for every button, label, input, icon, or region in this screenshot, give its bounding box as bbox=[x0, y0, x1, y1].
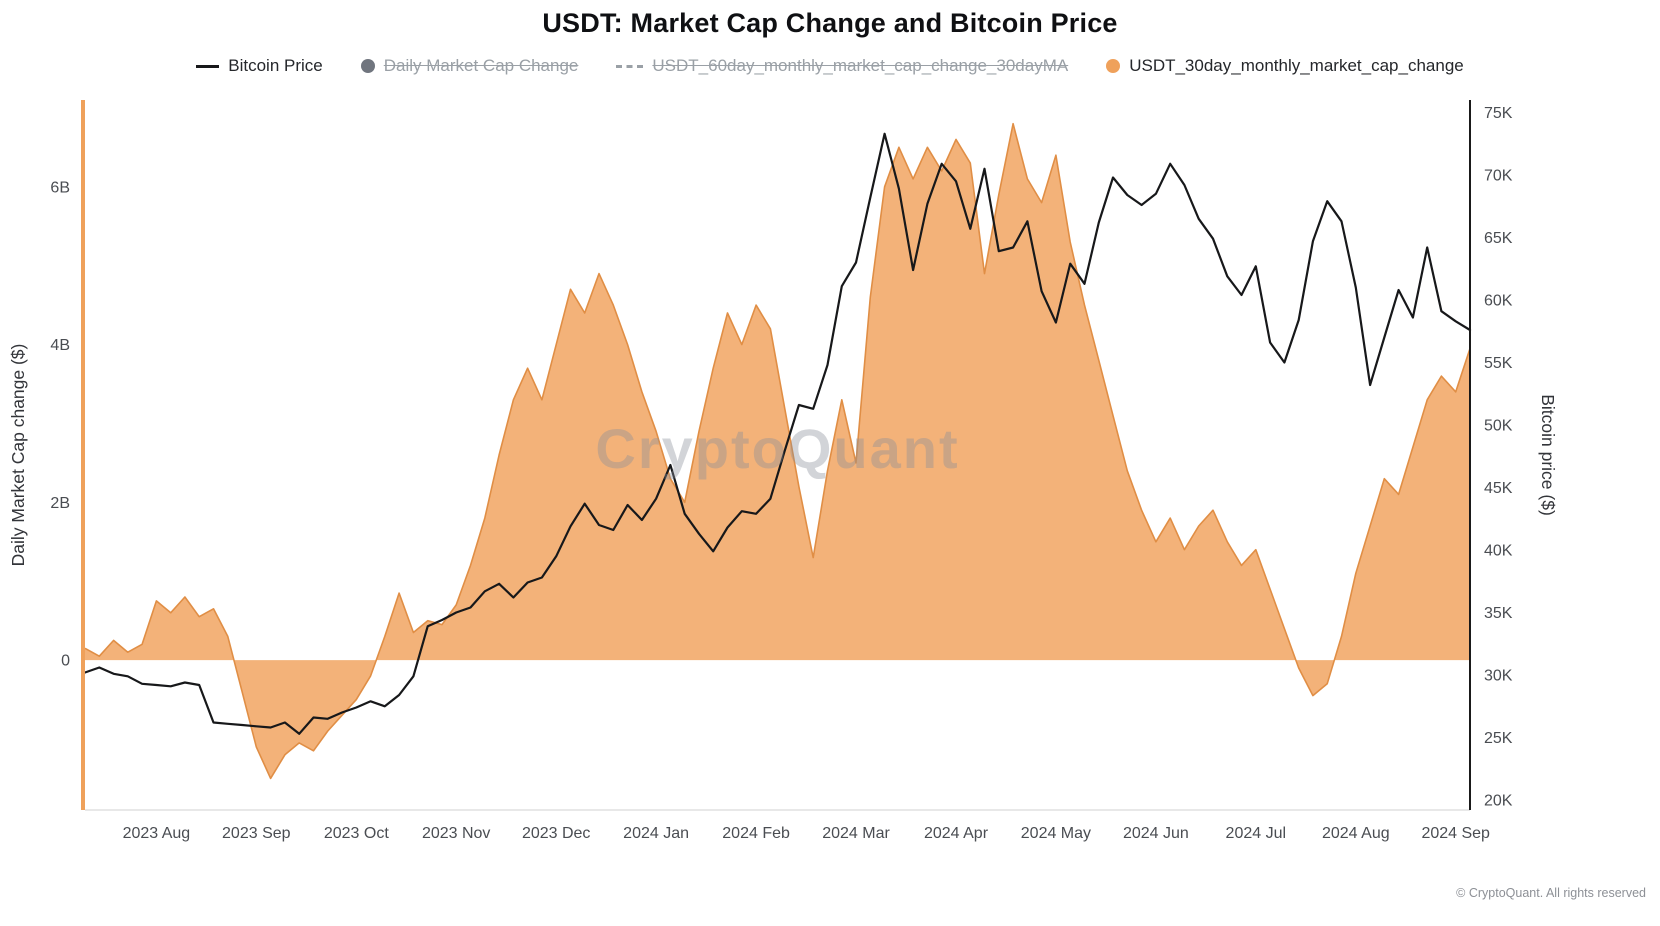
circle-marker-icon bbox=[1106, 59, 1121, 73]
svg-text:70K: 70K bbox=[1484, 168, 1513, 185]
svg-text:2024 Feb: 2024 Feb bbox=[722, 825, 790, 842]
legend-item-daily-market-cap-change[interactable]: Daily Market Cap Change bbox=[360, 56, 579, 76]
circle-marker-icon bbox=[360, 59, 375, 73]
svg-text:2023 Aug: 2023 Aug bbox=[123, 825, 191, 842]
x-axis-labels: 2023 Aug 2023 Sep 2023 Oct 2023 Nov 2023 Dec… bbox=[123, 825, 1490, 842]
svg-text:25K: 25K bbox=[1484, 730, 1513, 747]
legend-label-daily-market-cap-change: Daily Market Cap Change bbox=[383, 56, 579, 75]
svg-text:2024 Jul: 2024 Jul bbox=[1226, 825, 1287, 842]
svg-text:2024 Sep: 2024 Sep bbox=[1421, 825, 1490, 842]
dash-marker-icon bbox=[616, 64, 644, 68]
svg-text:2023 Sep: 2023 Sep bbox=[222, 825, 291, 842]
svg-text:2B: 2B bbox=[50, 495, 70, 512]
usdt-area-series bbox=[84, 122, 1471, 780]
svg-text:2024 Apr: 2024 Apr bbox=[924, 825, 989, 842]
svg-text:45K: 45K bbox=[1484, 480, 1513, 497]
svg-text:2023 Oct: 2023 Oct bbox=[324, 825, 389, 842]
legend-label-usdt-60day-ma: USDT_60day_monthly_market_cap_change_30d… bbox=[652, 56, 1069, 75]
svg-text:4B: 4B bbox=[50, 337, 70, 354]
copyright-notice: © CryptoQuant. All rights reserved bbox=[1456, 886, 1646, 900]
svg-text:60K: 60K bbox=[1484, 293, 1513, 310]
svg-text:20K: 20K bbox=[1484, 793, 1513, 810]
legend-label-bitcoin-price: Bitcoin Price bbox=[228, 56, 323, 75]
legend-item-bitcoin-price[interactable]: Bitcoin Price bbox=[196, 56, 323, 76]
chart-title: USDT: Market Cap Change and Bitcoin Pric… bbox=[542, 8, 1118, 38]
bitcoin-price-line bbox=[83, 132, 1472, 735]
svg-text:2023 Dec: 2023 Dec bbox=[522, 825, 591, 842]
svg-text:0: 0 bbox=[61, 653, 70, 670]
svg-text:55K: 55K bbox=[1484, 355, 1513, 372]
right-axis-title: Bitcoin price ($) bbox=[1538, 394, 1558, 516]
svg-text:2024 May: 2024 May bbox=[1021, 825, 1091, 842]
svg-text:2024 Jun: 2024 Jun bbox=[1123, 825, 1189, 842]
right-axis-ticks: 20K 25K 30K 35K 40K 45K 50K 55K 60K 65K 70K 75K bbox=[1484, 105, 1513, 810]
legend: Bitcoin Price Daily Market Cap Change US… bbox=[0, 56, 1660, 76]
svg-text:65K: 65K bbox=[1484, 230, 1513, 247]
svg-text:2023 Nov: 2023 Nov bbox=[422, 825, 491, 842]
svg-text:2024 Jan: 2024 Jan bbox=[623, 825, 689, 842]
svg-text:35K: 35K bbox=[1484, 605, 1513, 622]
svg-text:6B: 6B bbox=[50, 179, 70, 196]
svg-text:30K: 30K bbox=[1484, 668, 1513, 685]
legend-item-usdt-30day-change[interactable]: USDT_30day_monthly_market_cap_change bbox=[1106, 56, 1464, 76]
legend-item-usdt-60day-ma[interactable]: USDT_60day_monthly_market_cap_change_30d… bbox=[616, 56, 1068, 76]
left-axis-line bbox=[81, 100, 85, 810]
svg-text:40K: 40K bbox=[1484, 543, 1513, 560]
legend-label-usdt-30day-change: USDT_30day_monthly_market_cap_change bbox=[1129, 56, 1464, 75]
left-axis-ticks: 0 2B 4B 6B bbox=[50, 179, 70, 669]
left-axis-title: Daily Market Cap change ($) bbox=[8, 344, 28, 567]
svg-text:50K: 50K bbox=[1484, 418, 1513, 435]
svg-text:75K: 75K bbox=[1484, 105, 1513, 122]
line-marker-icon bbox=[196, 64, 220, 68]
svg-text:2024 Aug: 2024 Aug bbox=[1322, 825, 1390, 842]
svg-text:2024 Mar: 2024 Mar bbox=[822, 825, 890, 842]
